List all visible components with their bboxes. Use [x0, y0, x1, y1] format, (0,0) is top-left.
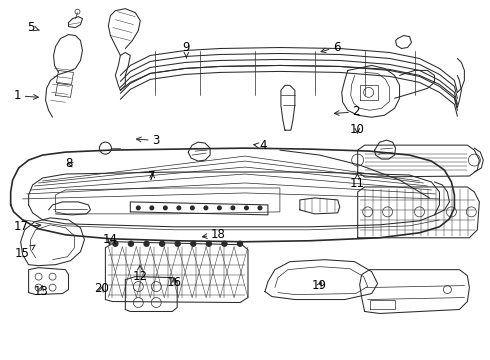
Circle shape	[222, 241, 227, 246]
Text: 19: 19	[312, 279, 327, 292]
Circle shape	[245, 206, 248, 210]
Circle shape	[137, 206, 140, 210]
Circle shape	[113, 241, 118, 246]
Text: 18: 18	[202, 228, 226, 241]
Text: 9: 9	[183, 41, 190, 58]
Circle shape	[191, 206, 194, 210]
Circle shape	[177, 206, 181, 210]
Text: 13: 13	[33, 285, 48, 298]
Text: 4: 4	[254, 139, 267, 152]
Circle shape	[175, 241, 180, 246]
Circle shape	[150, 206, 154, 210]
Text: 1: 1	[14, 89, 38, 102]
Text: 5: 5	[27, 21, 39, 34]
Text: 12: 12	[132, 265, 147, 283]
Text: 2: 2	[334, 105, 360, 118]
Circle shape	[160, 241, 165, 246]
Text: 3: 3	[137, 134, 160, 147]
Circle shape	[206, 241, 211, 246]
Circle shape	[128, 241, 133, 246]
Circle shape	[164, 206, 167, 210]
Text: 8: 8	[66, 157, 73, 170]
Circle shape	[144, 241, 149, 246]
Text: 11: 11	[350, 173, 365, 190]
Circle shape	[231, 206, 235, 210]
Text: 7: 7	[148, 170, 156, 183]
Circle shape	[218, 206, 221, 210]
Text: 15: 15	[15, 245, 35, 260]
Circle shape	[238, 241, 243, 246]
Text: 10: 10	[350, 123, 365, 136]
Text: 17: 17	[14, 220, 41, 233]
Text: 20: 20	[94, 282, 109, 295]
Circle shape	[258, 206, 262, 210]
Circle shape	[204, 206, 208, 210]
Text: 16: 16	[167, 276, 182, 289]
Circle shape	[191, 241, 196, 246]
Text: 14: 14	[103, 233, 118, 246]
Text: 6: 6	[321, 41, 341, 54]
